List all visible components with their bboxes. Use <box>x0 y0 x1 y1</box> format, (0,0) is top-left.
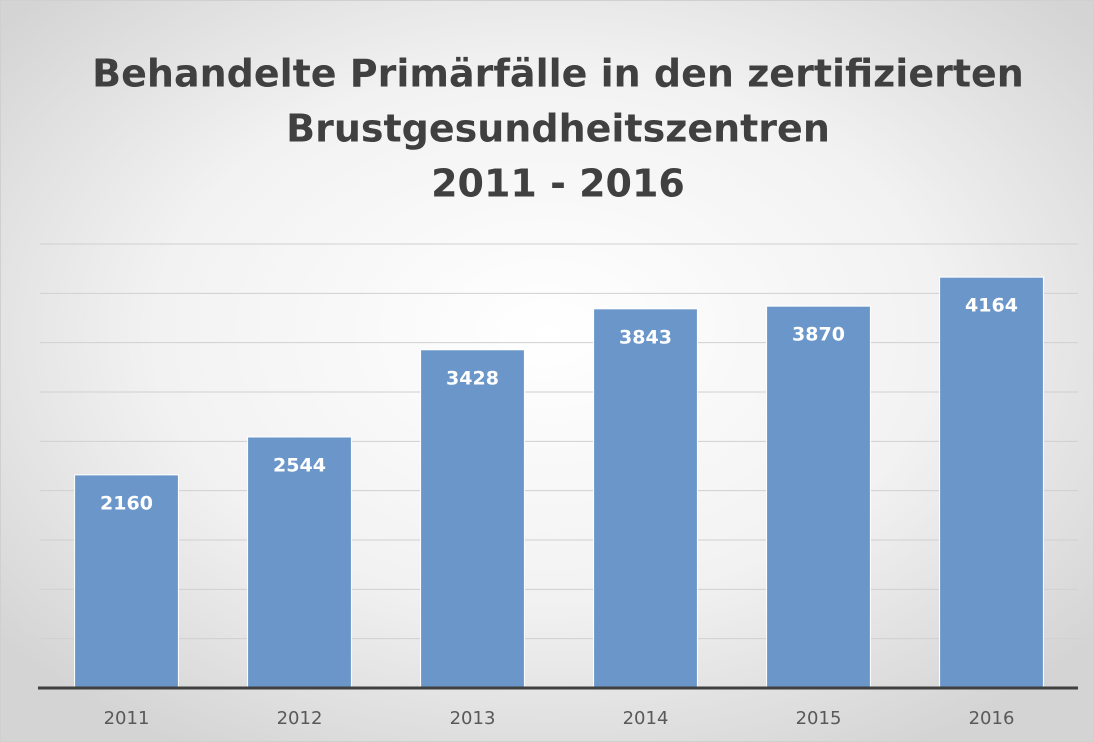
data-label: 3428 <box>446 367 499 389</box>
x-tick-label: 2013 <box>450 708 496 729</box>
data-label: 3870 <box>792 324 845 346</box>
chart-title: 2011 - 2016 <box>431 162 685 206</box>
chart-title: Behandelte Primärfälle in den zertifizie… <box>92 52 1024 96</box>
x-tick-label: 2012 <box>277 708 323 729</box>
data-label: 2160 <box>100 492 153 514</box>
bar <box>939 276 1044 689</box>
x-tick-label: 2011 <box>104 708 150 729</box>
data-label: 2544 <box>273 454 326 476</box>
x-tick-label: 2016 <box>969 708 1015 729</box>
bar <box>593 308 698 689</box>
data-label: 4164 <box>965 295 1018 317</box>
x-tick-label: 2015 <box>796 708 842 729</box>
bar <box>766 305 871 689</box>
bar <box>420 349 525 689</box>
chart-title: Brustgesundheitszentren <box>286 107 830 151</box>
x-tick-label: 2014 <box>623 708 669 729</box>
data-label: 3843 <box>619 326 672 348</box>
